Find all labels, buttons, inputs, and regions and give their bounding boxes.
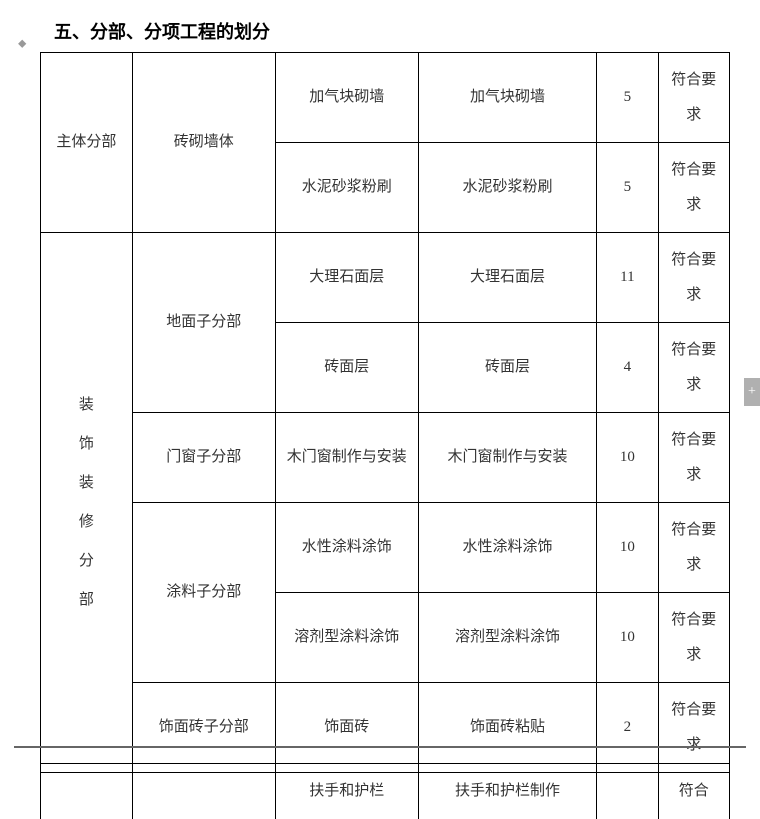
item-cell: 水泥砂浆粉刷 [275, 143, 418, 233]
group-cell: 涂料子分部 [132, 503, 275, 683]
item-cell: 砖面层 [418, 323, 597, 413]
count-cell [597, 764, 658, 819]
group-cell: 门窗子分部 [132, 413, 275, 503]
item-cell: 木门窗制作与安装 [418, 413, 597, 503]
table-row: 饰面砖子分部 饰面砖 饰面砖粘贴 2 符合要求 [41, 683, 730, 773]
continuation-table: 扶手和护栏 扶手和护栏制作 符合 [40, 763, 730, 819]
section-cell-main: 主体分部 [41, 53, 133, 233]
section-title: 五、分部、分项工程的划分 [54, 18, 270, 44]
item-cell: 水泥砂浆粉刷 [418, 143, 597, 233]
count-cell: 5 [597, 53, 658, 143]
item-cell: 木门窗制作与安装 [275, 413, 418, 503]
group-cell: 饰面砖子分部 [132, 683, 275, 773]
status-cell: 符合要求 [658, 53, 730, 143]
item-cell: 饰面砖粘贴 [418, 683, 597, 773]
item-cell: 加气块砌墙 [275, 53, 418, 143]
item-cell: 砖面层 [275, 323, 418, 413]
vchar: 分 [47, 542, 126, 581]
table-row: 主体分部 砖砌墙体 加气块砌墙 加气块砌墙 5 符合要求 [41, 53, 730, 143]
vchar: 部 [47, 581, 126, 620]
item-cell: 水性涂料涂饰 [418, 503, 597, 593]
group-cell: 砖砌墙体 [132, 53, 275, 233]
empty-cell [132, 764, 275, 819]
table-row: 门窗子分部 木门窗制作与安装 木门窗制作与安装 10 符合要求 [41, 413, 730, 503]
table-row: 涂料子分部 水性涂料涂饰 水性涂料涂饰 10 符合要求 [41, 503, 730, 593]
count-cell: 5 [597, 143, 658, 233]
division-table-wrap: 主体分部 砖砌墙体 加气块砌墙 加气块砌墙 5 符合要求 水泥砂浆粉刷 水泥砂浆… [40, 52, 730, 773]
status-cell: 符合 [658, 764, 730, 819]
table-row: 扶手和护栏 扶手和护栏制作 符合 [41, 764, 730, 819]
item-cell: 饰面砖 [275, 683, 418, 773]
item-cell: 溶剂型涂料涂饰 [418, 593, 597, 683]
item-cell: 加气块砌墙 [418, 53, 597, 143]
vchar: 饰 [47, 425, 126, 464]
item-cell: 扶手和护栏 [275, 764, 418, 819]
table-row: 装 饰 装 修 分 部 地面子分部 大理石面层 大理石面层 11 符合要求 [41, 233, 730, 323]
item-cell: 水性涂料涂饰 [275, 503, 418, 593]
item-cell: 溶剂型涂料涂饰 [275, 593, 418, 683]
status-cell: 符合要求 [658, 323, 730, 413]
count-cell: 10 [597, 413, 658, 503]
count-cell: 2 [597, 683, 658, 773]
status-cell: 符合要求 [658, 593, 730, 683]
item-cell: 扶手和护栏制作 [418, 764, 597, 819]
division-table: 主体分部 砖砌墙体 加气块砌墙 加气块砌墙 5 符合要求 水泥砂浆粉刷 水泥砂浆… [40, 52, 730, 773]
page-anchor-icon: ⬥ [18, 36, 26, 51]
item-cell: 大理石面层 [275, 233, 418, 323]
group-cell: 地面子分部 [132, 233, 275, 413]
count-cell: 10 [597, 593, 658, 683]
count-cell: 10 [597, 503, 658, 593]
vchar: 修 [47, 503, 126, 542]
vchar: 装 [47, 386, 126, 425]
vchar: 装 [47, 464, 126, 503]
item-cell: 大理石面层 [418, 233, 597, 323]
status-cell: 符合要求 [658, 143, 730, 233]
status-cell: 符合要求 [658, 413, 730, 503]
continuation-table-wrap: 扶手和护栏 扶手和护栏制作 符合 [40, 763, 730, 819]
side-expand-tab[interactable]: + [744, 378, 760, 406]
page-separator [14, 746, 746, 748]
status-cell: 符合要求 [658, 233, 730, 323]
empty-cell [41, 764, 133, 819]
count-cell: 11 [597, 233, 658, 323]
plus-icon: + [748, 384, 756, 400]
count-cell: 4 [597, 323, 658, 413]
status-cell: 符合要求 [658, 683, 730, 773]
status-cell: 符合要求 [658, 503, 730, 593]
section-cell-decoration: 装 饰 装 修 分 部 [41, 233, 133, 773]
